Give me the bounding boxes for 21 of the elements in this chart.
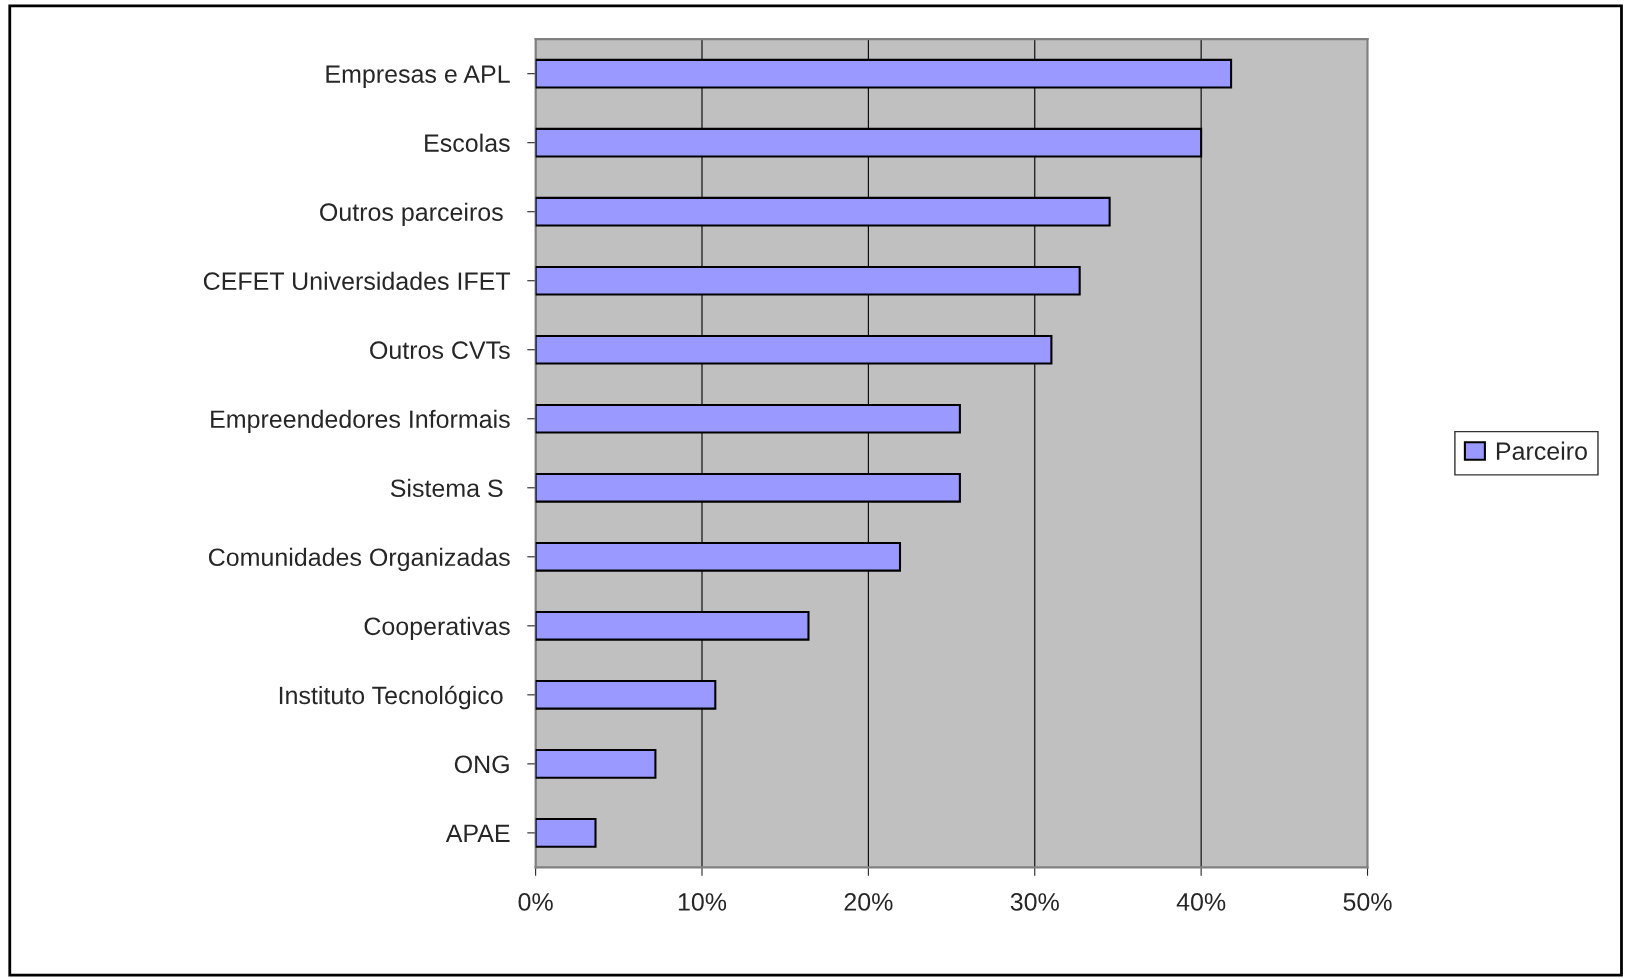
bar (535, 818, 597, 848)
y-tick-label: Sistema S (390, 478, 503, 498)
y-tick-label: Instituto Tecnológico (279, 685, 503, 710)
x-tick-label: 30% (1010, 893, 1059, 911)
y-tick-label: Comunidades Organizadas (208, 547, 510, 572)
x-tick-label: 20% (844, 893, 893, 911)
bar (535, 749, 657, 779)
y-tick-label: Outros CVTs (370, 341, 510, 360)
y-tick-label: Escolas (425, 133, 510, 152)
y-tick-label: ONG (454, 755, 509, 774)
x-tick-label: 10% (678, 893, 727, 911)
y-tick-label: APAE (445, 824, 510, 842)
legend-label: Parceiro (1496, 441, 1587, 460)
y-tick-label: CEFET Universidades IFET (203, 271, 511, 291)
y-tick-label: Cooperativas (364, 616, 510, 641)
x-tick-label: 0% (518, 893, 553, 911)
x-tick-label: 50% (1343, 893, 1392, 911)
y-tick-label: Outros parceiros (320, 202, 503, 226)
x-tick-label: 40% (1176, 893, 1226, 911)
y-tick-label: Empresas e APL (326, 65, 510, 88)
y-tick-label: Empreendedores Informais (211, 409, 510, 434)
